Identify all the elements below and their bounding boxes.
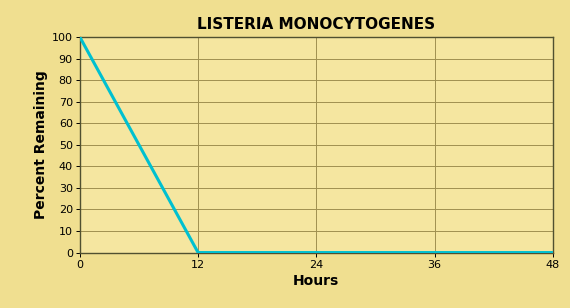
X-axis label: Hours: Hours	[293, 274, 340, 288]
Title: LISTERIA MONOCYTOGENES: LISTERIA MONOCYTOGENES	[197, 17, 435, 32]
Y-axis label: Percent Remaining: Percent Remaining	[34, 71, 48, 219]
